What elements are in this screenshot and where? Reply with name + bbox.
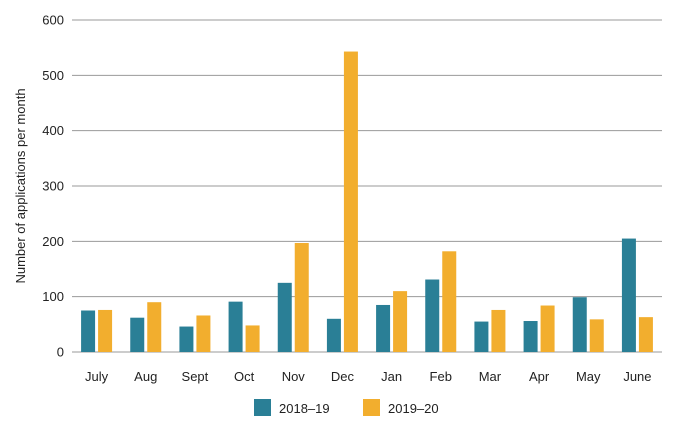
y-tick-label: 500 <box>42 68 64 83</box>
y-tick-label: 100 <box>42 289 64 304</box>
bar-july-series-0 <box>81 310 96 352</box>
x-category-label: June <box>623 369 651 384</box>
x-category-label: Sept <box>182 369 209 384</box>
y-tick-label: 600 <box>42 13 64 28</box>
x-category-label: Dec <box>331 369 355 384</box>
bar-oct-series-1 <box>245 325 260 352</box>
legend: 2018–19 2019–20 <box>254 399 439 416</box>
bar-mar-series-0 <box>474 321 489 352</box>
x-category-label: Aug <box>134 369 157 384</box>
legend-swatch-2019-20 <box>363 399 380 416</box>
y-axis-title: Number of applications per month <box>13 88 28 283</box>
bar-feb-series-1 <box>442 251 457 352</box>
bar-aug-series-0 <box>130 317 145 352</box>
bar-dec-series-1 <box>343 51 358 352</box>
bar-jan-series-0 <box>376 304 391 352</box>
bar-aug-series-1 <box>147 302 162 352</box>
legend-label-2018-19: 2018–19 <box>279 401 330 416</box>
y-tick-label: 300 <box>42 179 64 194</box>
bar-june-series-1 <box>638 317 653 352</box>
x-category-label: Oct <box>234 369 255 384</box>
y-axis-ticks: 0 100 200 300 400 500 600 <box>42 13 64 360</box>
x-category-label: Apr <box>529 369 550 384</box>
bar-may-series-0 <box>572 297 587 352</box>
bar-may-series-1 <box>589 319 604 352</box>
bar-apr-series-0 <box>523 321 538 352</box>
x-category-label: Feb <box>430 369 452 384</box>
x-category-label: May <box>576 369 601 384</box>
bar-nov-series-0 <box>277 282 292 352</box>
bar-mar-series-1 <box>491 309 506 352</box>
y-tick-label: 0 <box>57 345 64 360</box>
bar-nov-series-1 <box>294 242 309 352</box>
x-axis-labels: July Aug Sept Oct Nov Dec Jan Feb Mar Apr May June <box>85 369 651 384</box>
x-category-label: Nov <box>282 369 306 384</box>
legend-label-2019-20: 2019–20 <box>388 401 439 416</box>
x-category-label: July <box>85 369 109 384</box>
bar-june-series-0 <box>621 238 636 352</box>
y-tick-label: 200 <box>42 234 64 249</box>
bar-oct-series-0 <box>228 301 243 352</box>
bar-sept-series-1 <box>196 315 211 352</box>
y-tick-label: 400 <box>42 123 64 138</box>
bars <box>81 51 653 352</box>
x-category-label: Jan <box>381 369 402 384</box>
x-category-label: Mar <box>479 369 502 384</box>
bar-jan-series-1 <box>393 291 408 352</box>
bar-july-series-1 <box>98 309 113 352</box>
bar-sept-series-0 <box>179 326 194 352</box>
gridlines <box>72 19 662 353</box>
bar-dec-series-0 <box>326 318 341 352</box>
legend-swatch-2018-19 <box>254 399 271 416</box>
bar-feb-series-0 <box>425 279 440 352</box>
bar-apr-series-1 <box>540 305 555 352</box>
